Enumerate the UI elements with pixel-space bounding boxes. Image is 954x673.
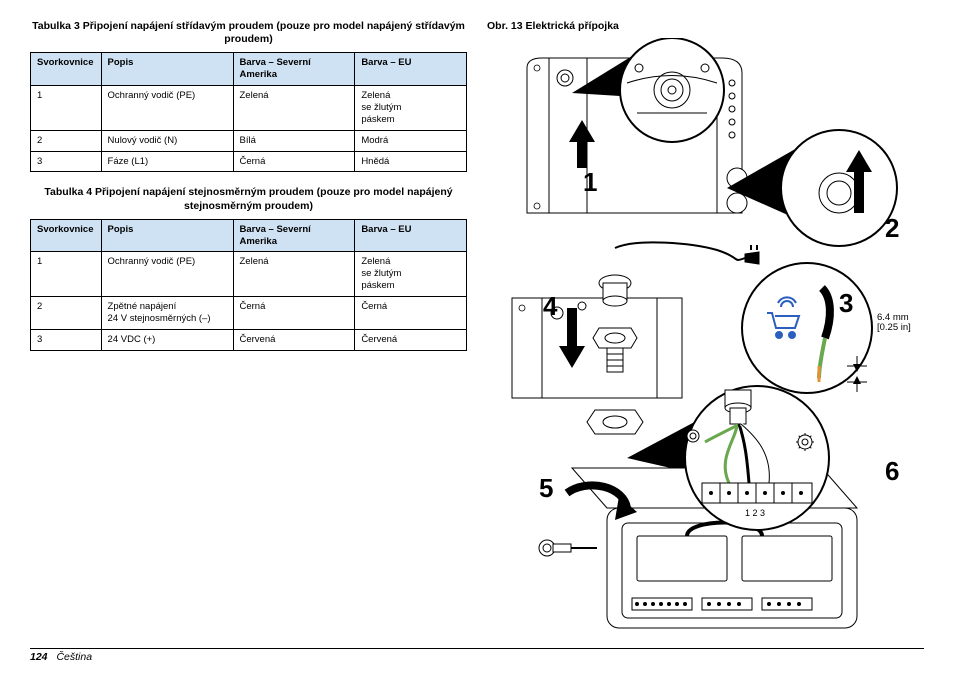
t3-h1: Popis — [101, 53, 233, 86]
table4: Svorkovnice Popis Barva – Severní Amerik… — [30, 219, 467, 351]
magnifier-6: 1 2 3 — [685, 386, 829, 530]
t4-h3: Barva – EU — [355, 219, 467, 252]
table-row: 2 Nulový vodič (N) Bílá Modrá — [31, 130, 467, 151]
step-3: 3 — [839, 288, 853, 319]
figure-caption: Obr. 13 Elektrická přípojka — [487, 20, 924, 32]
t4-h0: Svorkovnice — [31, 219, 102, 252]
t4-h1: Popis — [101, 219, 233, 252]
page-number: 124 — [30, 651, 48, 663]
figure-diagram: 1 2 3 4 5 6 6.4 mm[0.25 in] — [487, 38, 917, 638]
ring-terminal — [539, 540, 597, 556]
t3-h0: Svorkovnice — [31, 53, 102, 86]
table-row: 3 Fáze (L1) Černá Hnědá — [31, 151, 467, 172]
magnifier-3 — [742, 263, 872, 393]
page-footer: 124 Čeština — [30, 648, 924, 663]
enclosure-mid — [512, 298, 682, 398]
step-4: 4 — [543, 291, 557, 322]
page-language: Čeština — [56, 651, 92, 663]
step-5: 5 — [539, 473, 553, 504]
table-row: 3 24 VDC (+) Červená Červená — [31, 329, 467, 350]
table-row: 1 Ochranný vodič (PE) Zelená Zelenáse žl… — [31, 252, 467, 297]
table-row: 2 Zpětné napájení24 V stejnosměrných (–)… — [31, 297, 467, 330]
magnifier-2 — [781, 130, 897, 246]
table4-caption: Tabulka 4 Připojení napájení stejnosměrn… — [30, 186, 467, 212]
figure-svg: 1 2 3 — [487, 38, 917, 633]
table-row: 1 Ochranný vodič (PE) Zelená Zelenáse žl… — [31, 86, 467, 131]
table3: Svorkovnice Popis Barva – Severní Amerik… — [30, 52, 467, 172]
t3-h3: Barva – EU — [355, 53, 467, 86]
step-2: 2 — [885, 213, 899, 244]
dimension-label: 6.4 mm[0.25 in] — [877, 313, 911, 334]
t4-h2: Barva – Severní Amerika — [233, 219, 355, 252]
t3-h2: Barva – Severní Amerika — [233, 53, 355, 86]
step-1: 1 — [583, 167, 597, 198]
magnifier-1 — [620, 38, 724, 142]
table3-caption: Tabulka 3 Připojení napájení střídavým p… — [30, 20, 467, 46]
terminal-numbers: 1 2 3 — [745, 508, 765, 518]
step-6: 6 — [885, 456, 899, 487]
